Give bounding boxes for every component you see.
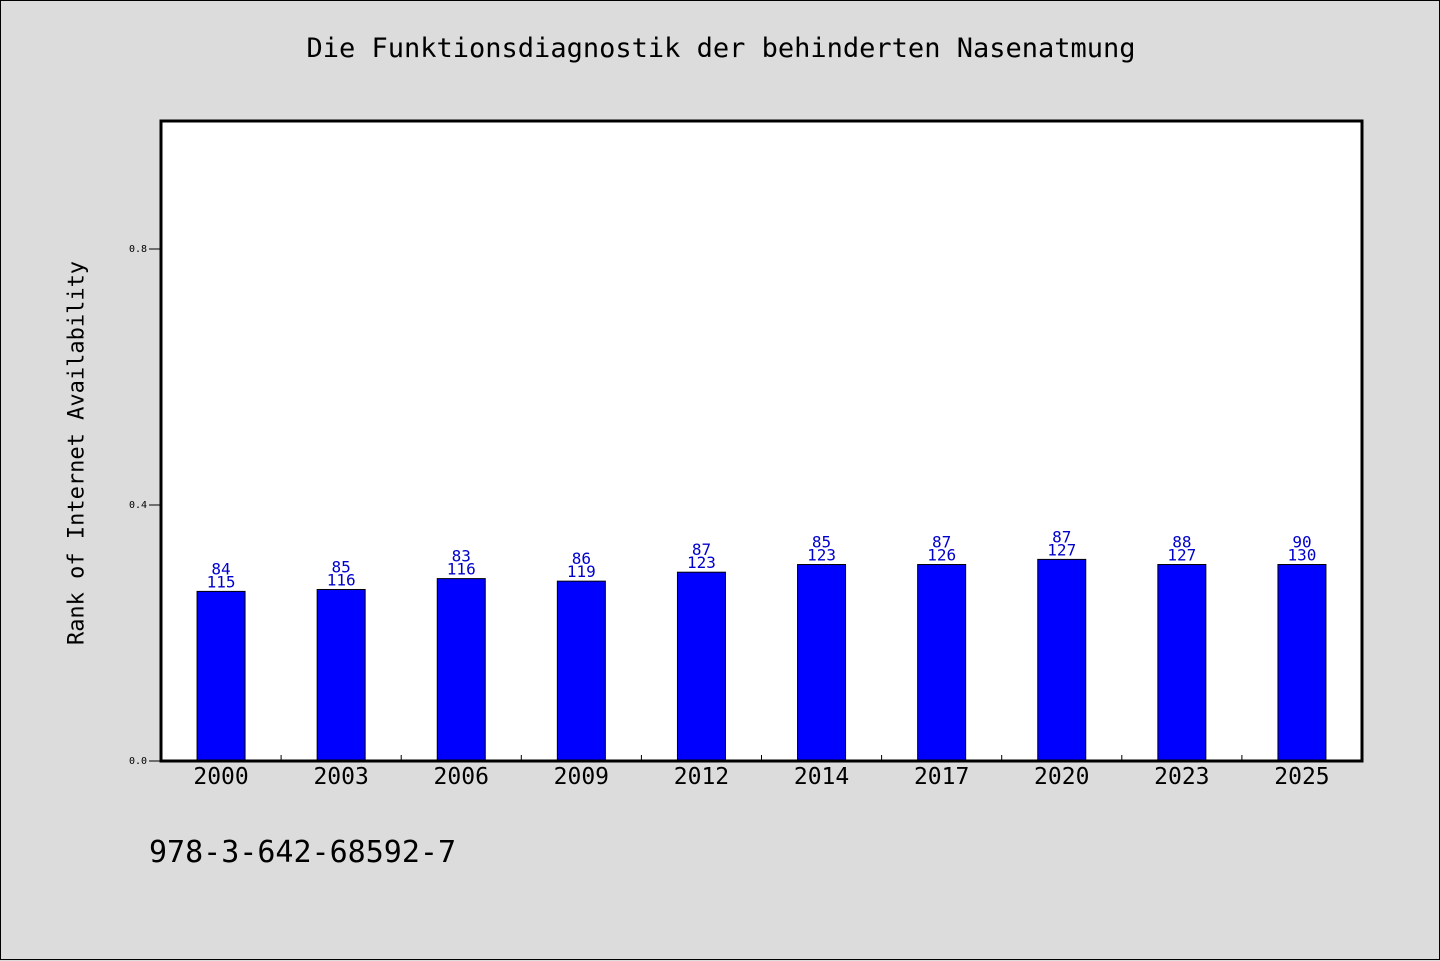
bar: [436, 578, 486, 762]
isbn-footer: 978-3-642-68592-7: [149, 835, 457, 870]
data-label-top: 87: [1052, 527, 1071, 546]
data-label-top: 84: [211, 559, 230, 578]
data-label-top: 83: [452, 547, 471, 566]
bar: [556, 580, 606, 762]
data-label-bottom: 123: [807, 546, 836, 565]
x-tick-label: 2012: [674, 764, 729, 790]
y-tick-label: 0.8: [129, 244, 147, 255]
x-tick-label: 2009: [554, 764, 609, 790]
data-label-bottom: 116: [327, 570, 356, 589]
data-label-bottom: 119: [567, 562, 596, 581]
chart-title: Die Funktionsdiagnostik der behinderten …: [306, 33, 1136, 64]
data-label-top: 85: [812, 533, 831, 552]
data-label-top: 85: [332, 557, 351, 576]
data-label-bottom: 115: [207, 572, 236, 591]
bar: [917, 564, 967, 762]
data-label-top: 87: [932, 533, 951, 552]
x-tick-label: 2000: [193, 764, 248, 790]
bar: [676, 571, 726, 762]
bar: [1277, 564, 1327, 762]
bar: [316, 588, 366, 762]
x-tick-label: 2003: [313, 764, 368, 790]
bar: [1037, 558, 1087, 762]
x-tick-label: 2023: [1154, 764, 1209, 790]
data-label-bottom: 126: [927, 546, 956, 565]
data-label-bottom: 127: [1167, 546, 1196, 565]
data-label-top: 86: [572, 549, 591, 568]
data-label-top: 90: [1292, 533, 1311, 552]
x-tick-label: 2025: [1274, 764, 1329, 790]
y-tick-label: 0.4: [129, 500, 147, 511]
x-tick-label: 2006: [434, 764, 489, 790]
data-label-bottom: 116: [447, 560, 476, 579]
bar: [196, 590, 246, 762]
x-tick-label: 2017: [914, 764, 969, 790]
bar: [1157, 564, 1207, 762]
x-tick-label: 2014: [794, 764, 849, 790]
data-label-bottom: 127: [1047, 540, 1076, 559]
plot-frame: [159, 119, 1364, 763]
data-label-top: 87: [692, 540, 711, 559]
data-label-bottom: 130: [1287, 546, 1316, 565]
data-label-top: 88: [1172, 533, 1191, 552]
y-tick-label: 0.0: [129, 756, 147, 767]
bar: [797, 564, 847, 762]
x-tick-label: 2020: [1034, 764, 1089, 790]
data-label-bottom: 123: [687, 553, 716, 572]
